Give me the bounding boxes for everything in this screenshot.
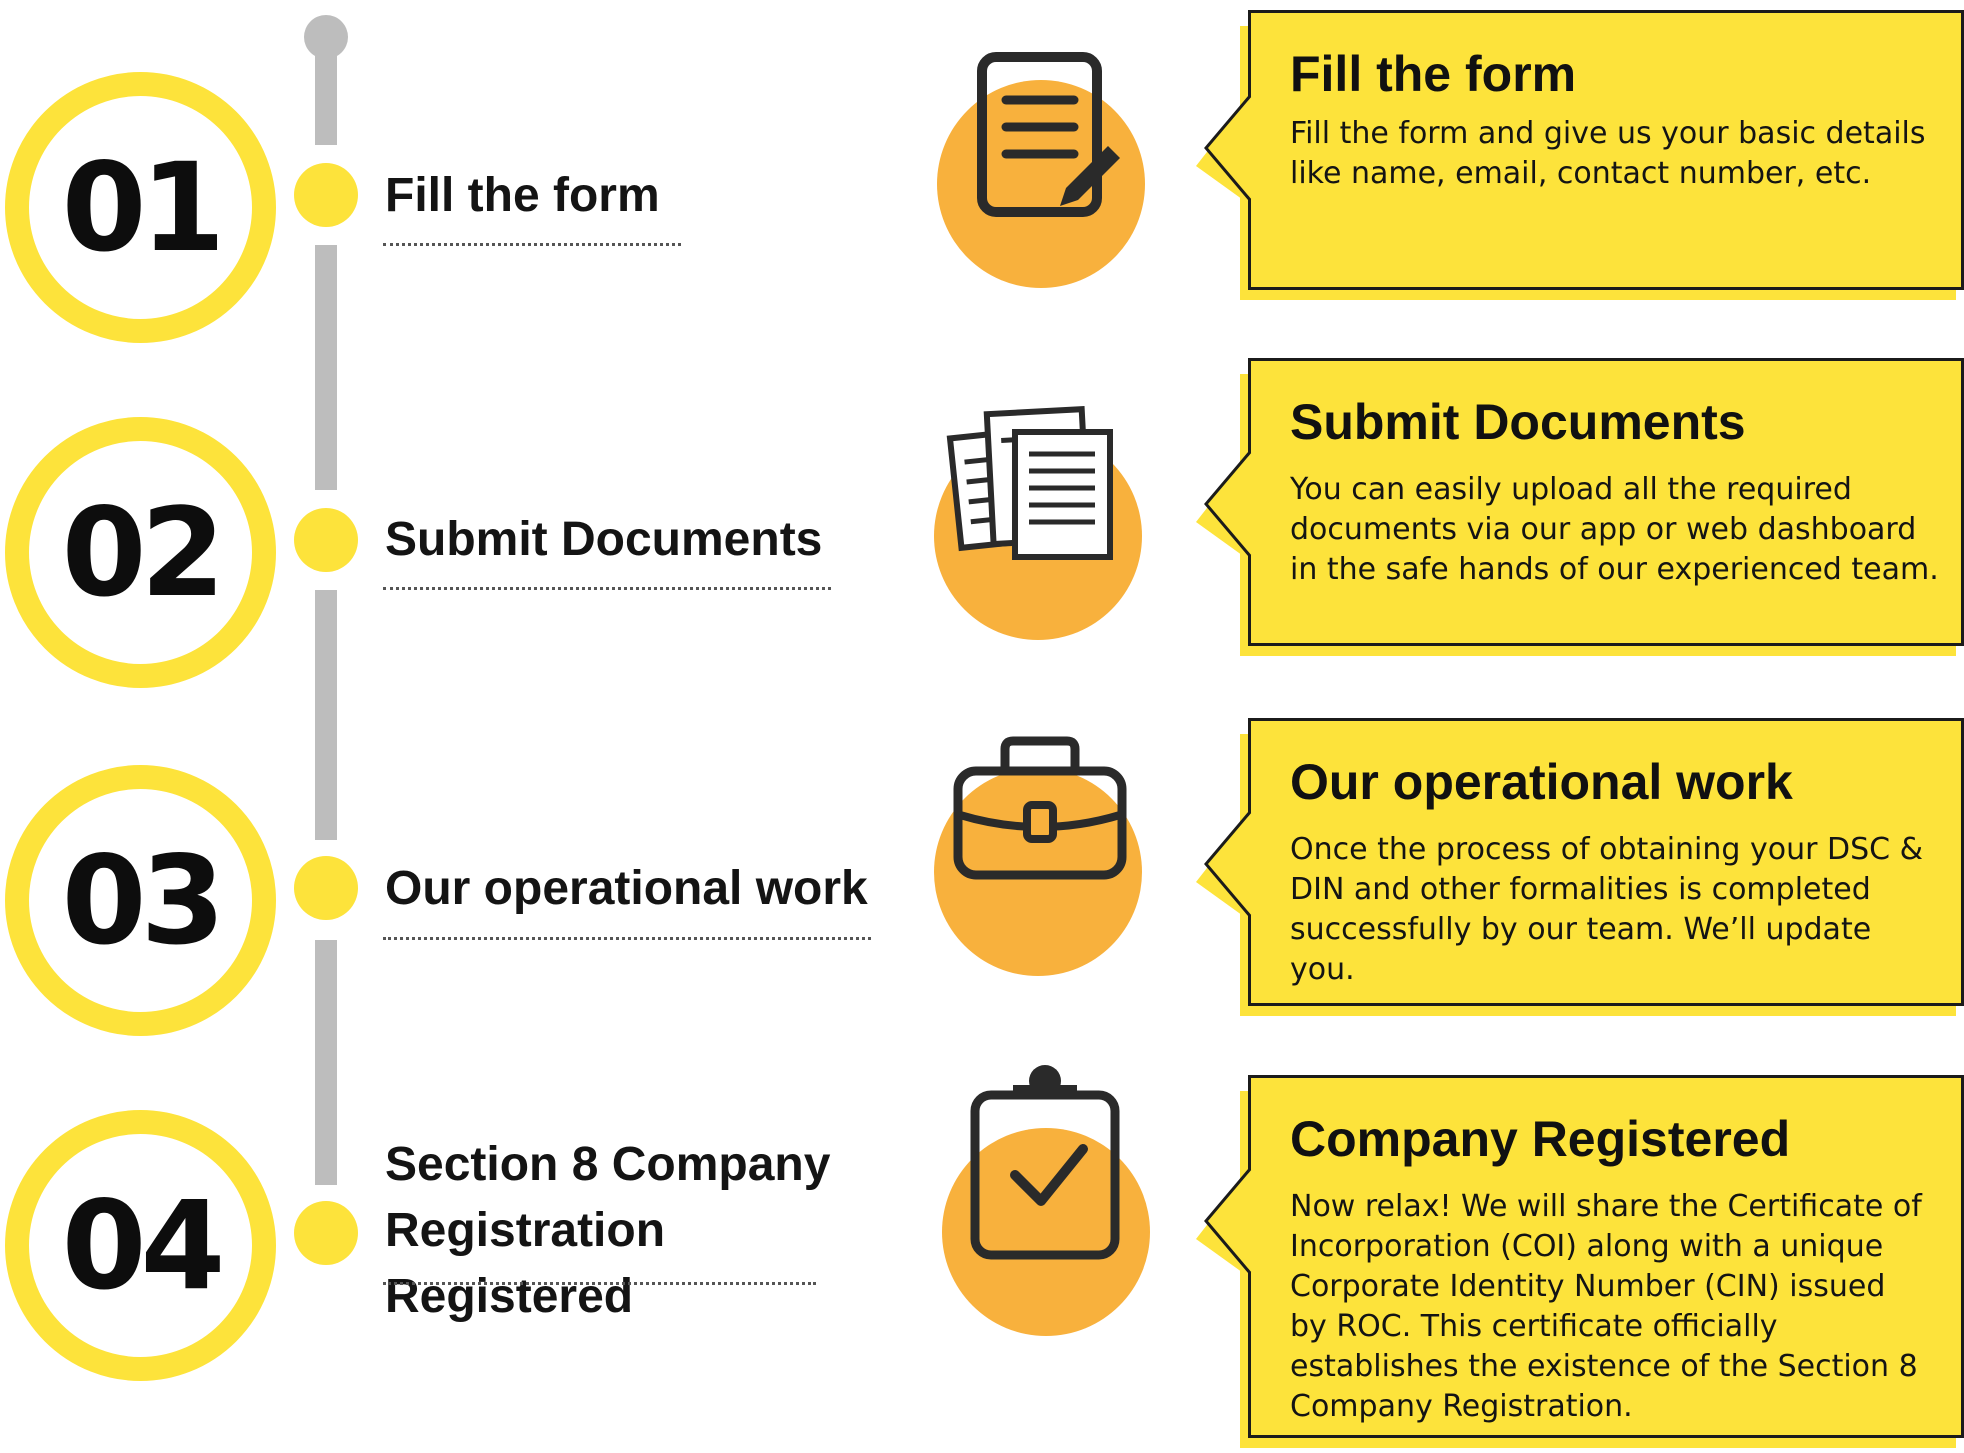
card-title: Our operational work [1290,754,1793,810]
timeline-segment [315,940,337,1185]
icon-backdrop [937,80,1145,288]
step-card: Submit Documents You can easily upload a… [1196,358,1964,656]
card-panel [1248,1075,1964,1438]
card-description: Now relax! We will share the Certificate… [1290,1189,1922,1424]
step-number-badge: 01 [5,72,276,343]
timeline-segment [315,40,337,145]
step-label: Our operational work [385,862,868,915]
card-notch [1204,96,1252,200]
step-card: Company Registered Now relax! We will sh… [1196,1075,1964,1448]
step-number-badge: 04 [5,1110,276,1381]
card-panel [1248,718,1964,1006]
dotted-underline [383,243,681,246]
card-description: Fill the form and give us your basic det… [1290,116,1926,191]
card-title: Fill the form [1290,46,1577,102]
step-number-badge: 03 [5,765,276,1036]
stacked-documents-icon [946,406,1113,560]
card-panel [1248,10,1964,290]
card-description: You can easily upload all the required d… [1290,472,1939,587]
timeline-node [294,163,358,227]
step-label: Section 8 Company Registration Registere… [385,1138,831,1323]
card-description: Once the process of obtaining your DSC &… [1290,832,1923,987]
step-card: Our operational work Once the process of… [1196,718,1964,1016]
dotted-underline [383,1282,816,1285]
document-pencil-icon [977,52,1120,217]
timeline-node [294,1201,358,1265]
card-notch [1204,1169,1252,1273]
step-number: 02 [61,481,226,624]
timeline-segment [315,590,337,840]
step-number: 04 [61,1174,226,1317]
card-title: Submit Documents [1290,394,1746,450]
step-number: 03 [61,829,226,972]
card-notch [1204,452,1252,556]
timeline-node [294,856,358,920]
card-title: Company Registered [1290,1111,1791,1167]
step-number: 01 [61,136,226,279]
card-notch [1204,812,1252,916]
timeline-segment [315,245,337,490]
briefcase-icon [953,736,1127,880]
step-label: Submit Documents [385,513,823,566]
clipboard-check-icon [970,1065,1120,1260]
step-number-badge: 02 [5,417,276,688]
step-label: Fill the form [385,169,660,222]
dotted-underline [383,937,871,940]
timeline-node [294,508,358,572]
dotted-underline [383,587,831,590]
step-card: Fill the form Fill the form and give us … [1196,10,1964,300]
